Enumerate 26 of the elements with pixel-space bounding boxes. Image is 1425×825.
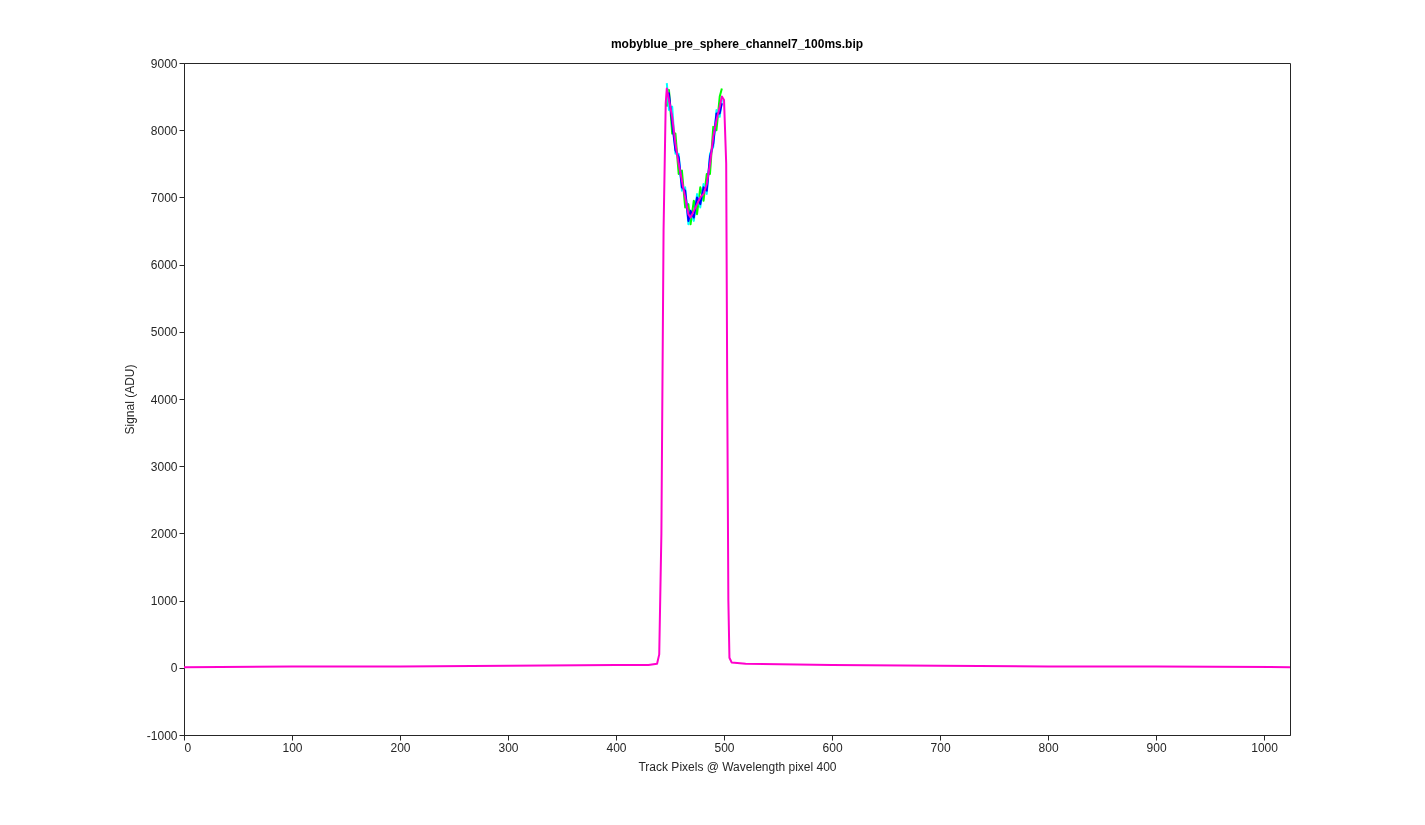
x-tick-label: 100 <box>282 740 303 755</box>
y-tick-label: 6000 <box>150 258 178 273</box>
y-tick-label: 2000 <box>150 526 178 541</box>
y-axis-title: Signal (ADU) <box>122 364 137 435</box>
x-tick-label: 800 <box>1038 740 1059 755</box>
x-axis-title: Track Pixels @ Wavelength pixel 400 <box>638 759 837 774</box>
y-tick-label: -1000 <box>146 728 178 743</box>
y-tick-label: 7000 <box>150 190 178 205</box>
y-tick-label: 4000 <box>150 392 178 407</box>
x-tick-label: 1000 <box>1251 740 1279 755</box>
x-tick-label: 500 <box>714 740 735 755</box>
chart-title: mobyblue_pre_sphere_channel7_100ms.bip <box>610 37 864 51</box>
y-tick-label: 1000 <box>150 594 178 609</box>
x-tick-label: 0 <box>184 740 192 755</box>
x-tick-label: 200 <box>390 740 411 755</box>
x-tick-label: 600 <box>822 740 843 755</box>
x-tick-label: 300 <box>498 740 519 755</box>
y-tick-label: 3000 <box>150 459 178 474</box>
x-tick-label: 400 <box>606 740 627 755</box>
x-tick-label: 900 <box>1146 740 1167 755</box>
line-series <box>184 87 1290 669</box>
y-tick-label: 0 <box>170 661 178 676</box>
y-tick-label: 8000 <box>150 123 178 138</box>
x-tick-label: 700 <box>930 740 951 755</box>
y-tick-label: 9000 <box>150 56 178 71</box>
y-tick-label: 5000 <box>150 325 178 340</box>
